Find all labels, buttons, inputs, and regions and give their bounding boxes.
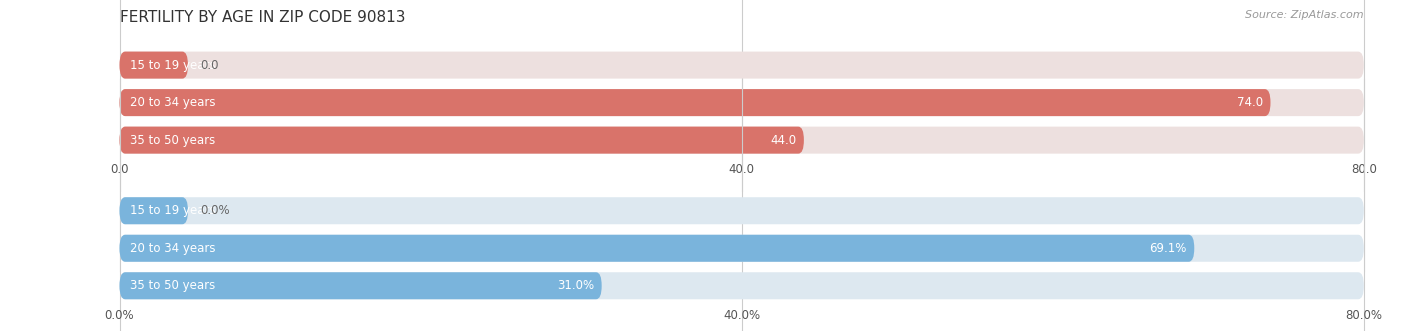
Text: 15 to 19 years: 15 to 19 years <box>129 204 215 217</box>
Text: 74.0: 74.0 <box>1237 96 1263 109</box>
Text: 20 to 34 years: 20 to 34 years <box>129 96 215 109</box>
FancyBboxPatch shape <box>120 89 1271 116</box>
Text: 69.1%: 69.1% <box>1149 242 1187 255</box>
FancyBboxPatch shape <box>120 127 1364 154</box>
Text: Source: ZipAtlas.com: Source: ZipAtlas.com <box>1246 10 1364 20</box>
FancyBboxPatch shape <box>120 52 1364 78</box>
Text: FERTILITY BY AGE IN ZIP CODE 90813: FERTILITY BY AGE IN ZIP CODE 90813 <box>120 10 405 25</box>
Text: 20 to 34 years: 20 to 34 years <box>129 242 215 255</box>
FancyBboxPatch shape <box>120 235 1194 262</box>
Text: 35 to 50 years: 35 to 50 years <box>129 134 215 147</box>
Text: 44.0: 44.0 <box>770 134 796 147</box>
FancyBboxPatch shape <box>120 272 602 299</box>
FancyBboxPatch shape <box>120 235 1364 262</box>
FancyBboxPatch shape <box>120 89 1364 116</box>
FancyBboxPatch shape <box>120 272 1364 299</box>
Text: 15 to 19 years: 15 to 19 years <box>129 59 215 71</box>
FancyBboxPatch shape <box>120 52 188 78</box>
Text: 0.0: 0.0 <box>201 59 219 71</box>
FancyBboxPatch shape <box>120 197 188 224</box>
Text: 35 to 50 years: 35 to 50 years <box>129 279 215 292</box>
Text: 31.0%: 31.0% <box>557 279 593 292</box>
Text: 0.0%: 0.0% <box>201 204 231 217</box>
FancyBboxPatch shape <box>120 127 804 154</box>
FancyBboxPatch shape <box>120 197 1364 224</box>
